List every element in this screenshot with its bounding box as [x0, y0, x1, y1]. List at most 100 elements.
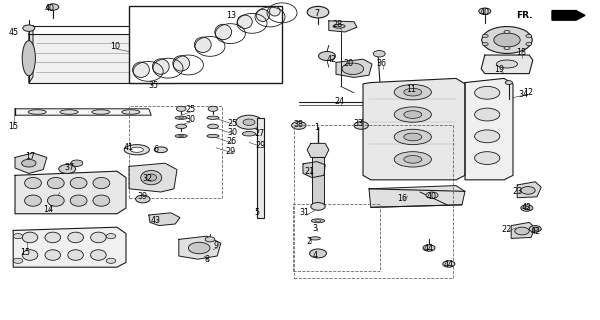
Ellipse shape [25, 177, 41, 188]
Ellipse shape [93, 177, 110, 188]
Circle shape [504, 30, 510, 34]
Ellipse shape [333, 24, 345, 28]
Text: 9: 9 [214, 241, 218, 250]
Circle shape [311, 203, 325, 210]
Circle shape [71, 160, 83, 166]
Ellipse shape [315, 220, 321, 222]
Ellipse shape [93, 195, 110, 206]
Text: 30: 30 [186, 116, 196, 124]
Ellipse shape [124, 145, 149, 155]
Ellipse shape [22, 250, 38, 260]
Circle shape [208, 106, 218, 111]
Text: 15: 15 [8, 122, 18, 131]
Text: 15: 15 [20, 248, 30, 257]
Circle shape [205, 237, 215, 242]
Bar [293, 204, 380, 271]
Ellipse shape [92, 110, 110, 114]
Text: 8: 8 [205, 255, 209, 264]
Ellipse shape [122, 110, 140, 114]
Ellipse shape [404, 156, 422, 163]
Circle shape [292, 122, 306, 129]
Polygon shape [15, 171, 126, 214]
Polygon shape [465, 78, 513, 180]
Text: 25: 25 [185, 105, 196, 114]
Circle shape [494, 33, 520, 47]
Circle shape [373, 51, 385, 57]
Polygon shape [153, 42, 177, 74]
Circle shape [354, 122, 368, 129]
Text: 40: 40 [427, 192, 437, 201]
Circle shape [310, 249, 326, 258]
Ellipse shape [215, 24, 232, 40]
Text: 45: 45 [8, 28, 18, 37]
Circle shape [423, 245, 435, 251]
Circle shape [22, 159, 36, 167]
Polygon shape [336, 59, 372, 77]
Ellipse shape [475, 108, 500, 121]
Ellipse shape [28, 110, 46, 114]
Circle shape [136, 195, 150, 203]
Text: 4: 4 [313, 251, 317, 260]
Text: 21: 21 [304, 167, 314, 176]
Polygon shape [29, 34, 174, 83]
Text: 39: 39 [138, 192, 148, 201]
Circle shape [529, 226, 541, 232]
Text: 37: 37 [64, 163, 74, 172]
Ellipse shape [70, 195, 87, 206]
Text: 32: 32 [142, 174, 152, 183]
Text: 43: 43 [151, 216, 161, 225]
Text: 30: 30 [228, 128, 238, 137]
Text: 24: 24 [334, 97, 344, 106]
Circle shape [106, 234, 116, 239]
Circle shape [13, 234, 23, 239]
Text: 41: 41 [124, 143, 134, 152]
Polygon shape [29, 26, 33, 83]
Ellipse shape [179, 135, 184, 137]
Text: 3: 3 [313, 224, 317, 233]
Ellipse shape [70, 177, 87, 188]
Ellipse shape [194, 37, 211, 52]
Text: 42: 42 [522, 203, 532, 212]
Text: 16: 16 [397, 194, 407, 203]
Ellipse shape [404, 111, 422, 118]
Text: 33: 33 [354, 119, 364, 128]
Text: 12: 12 [523, 88, 533, 97]
Ellipse shape [238, 15, 252, 28]
Ellipse shape [68, 232, 83, 243]
Ellipse shape [475, 152, 500, 164]
Text: 13: 13 [226, 12, 236, 20]
Ellipse shape [310, 237, 320, 240]
Circle shape [13, 258, 23, 263]
Circle shape [479, 8, 491, 14]
Text: 29: 29 [256, 141, 266, 150]
Text: 44: 44 [424, 244, 434, 253]
Ellipse shape [394, 107, 431, 122]
Circle shape [176, 106, 186, 111]
Text: 2: 2 [307, 237, 311, 246]
Polygon shape [129, 163, 177, 192]
Circle shape [307, 6, 329, 18]
Ellipse shape [475, 130, 500, 143]
Text: 22: 22 [502, 225, 512, 234]
Circle shape [443, 261, 455, 267]
Ellipse shape [404, 88, 422, 96]
Circle shape [236, 115, 262, 129]
Ellipse shape [154, 147, 167, 153]
Ellipse shape [256, 9, 269, 21]
Circle shape [47, 4, 59, 10]
Text: 35: 35 [148, 81, 158, 90]
Polygon shape [307, 143, 329, 157]
Ellipse shape [133, 62, 149, 77]
Ellipse shape [45, 232, 61, 243]
Ellipse shape [130, 147, 143, 152]
Bar [129, 6, 282, 83]
Bar [257, 118, 264, 218]
Text: 28: 28 [332, 20, 342, 29]
Circle shape [505, 81, 512, 84]
Text: 5: 5 [254, 208, 259, 217]
Text: 44: 44 [444, 260, 454, 269]
Polygon shape [13, 227, 126, 267]
Ellipse shape [22, 232, 38, 243]
Text: 40: 40 [45, 4, 55, 13]
Circle shape [482, 34, 488, 37]
